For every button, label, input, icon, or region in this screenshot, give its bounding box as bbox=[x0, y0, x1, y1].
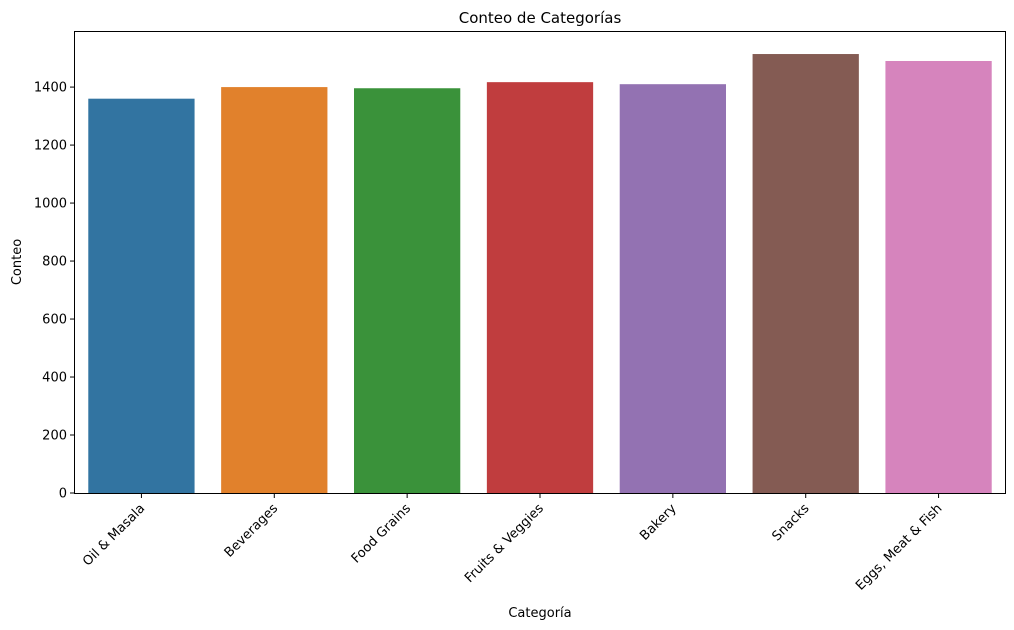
plot-frame bbox=[74, 31, 1006, 494]
x-tick-label: Beverages bbox=[222, 501, 282, 561]
y-tick-label: 200 bbox=[42, 429, 67, 444]
x-tick-label: Fruits & Veggies bbox=[462, 501, 547, 586]
bars-group bbox=[88, 54, 992, 494]
bar-2 bbox=[354, 88, 461, 493]
y-tick-label: 400 bbox=[42, 371, 67, 386]
x-tick-label: Bakery bbox=[637, 501, 680, 544]
x-tick-label: Oil & Masala bbox=[80, 501, 148, 569]
x-tick-label: Food Grains bbox=[349, 501, 414, 566]
y-tick-label: 1200 bbox=[34, 139, 67, 154]
bar-6 bbox=[885, 60, 992, 493]
y-tick-label: 600 bbox=[42, 313, 67, 328]
x-axis: Oil & Masala Beverages Food Grains Fruits &… bbox=[80, 493, 945, 594]
x-tick-label: Eggs, Meat & Fish bbox=[853, 501, 945, 593]
bar-0 bbox=[88, 98, 195, 493]
y-tick-label: 1400 bbox=[34, 81, 67, 96]
x-axis-label: Categoría bbox=[508, 606, 571, 621]
bar-1 bbox=[221, 87, 328, 494]
bar-5 bbox=[752, 54, 859, 494]
y-tick-label: 0 bbox=[59, 487, 67, 502]
y-axis: 0 200 400 600 800 1000 1200 1400 bbox=[34, 81, 75, 502]
chart-title: Conteo de Categorías bbox=[459, 9, 622, 27]
bar-3 bbox=[486, 82, 594, 493]
x-tick-label: Snacks bbox=[769, 501, 812, 544]
y-tick-label: 1000 bbox=[34, 197, 67, 212]
y-tick-label: 800 bbox=[42, 255, 67, 270]
y-axis-label: Conteo bbox=[10, 239, 25, 285]
bar-4 bbox=[619, 84, 726, 493]
